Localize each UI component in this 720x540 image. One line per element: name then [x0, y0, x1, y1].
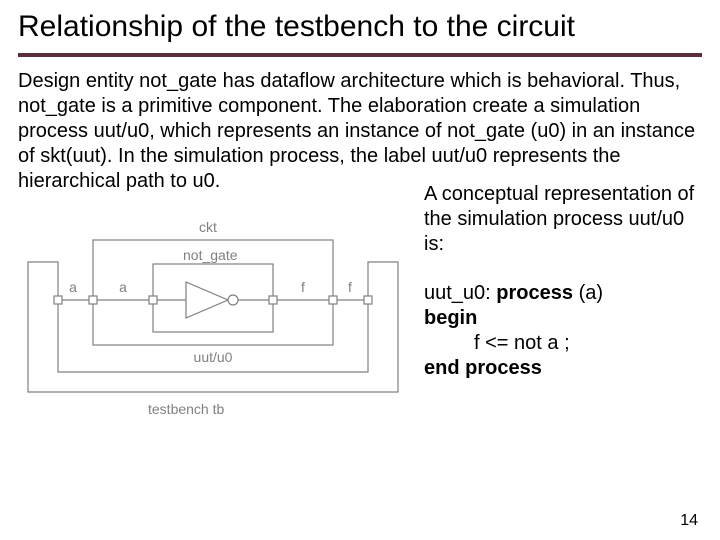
title-underline [18, 53, 702, 57]
ckt-label: ckt [199, 219, 217, 235]
slide-title: Relationship of the testbench to the cir… [18, 10, 702, 49]
a-outer-label: a [69, 279, 77, 295]
not-gate-label: not_gate [183, 247, 238, 263]
circuit-diagram: ckt not_gate a a f f uut/u0 testbench tb [18, 202, 408, 422]
main-paragraph: Design entity not_gate has dataflow arch… [18, 69, 702, 194]
right-column: A conceptual representation of the simul… [424, 202, 702, 381]
f-outer-label: f [348, 279, 352, 295]
code-line1-pre: uut_u0: [424, 282, 496, 304]
code-line1-bold: process [496, 282, 573, 304]
testbench-label: testbench tb [148, 401, 224, 417]
conceptual-text: A conceptual representation of the simul… [424, 182, 702, 257]
code-line1-post: (a) [573, 282, 603, 304]
page-number: 14 [680, 512, 698, 530]
code-line3: f <= not a ; [424, 331, 702, 356]
code-line2: begin [424, 306, 702, 331]
code-line4: end process [424, 356, 702, 381]
a-inner-label: a [119, 279, 127, 295]
uut-label: uut/u0 [194, 349, 233, 365]
process-code: uut_u0: process (a) begin f <= not a ; e… [424, 281, 702, 381]
f-inner-label: f [301, 279, 305, 295]
